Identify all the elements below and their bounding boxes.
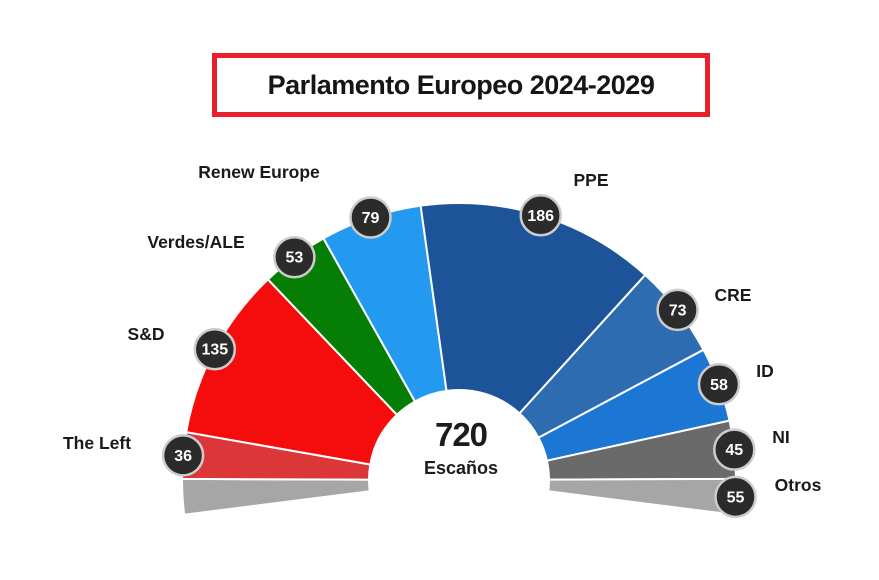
seat-badge-circle: [273, 235, 316, 279]
party-label-ni: NI: [772, 427, 790, 447]
seat-badge-circle: [713, 428, 756, 471]
seat-badge-number: 53: [286, 250, 304, 267]
seat-badge-ppe: 186: [519, 194, 562, 237]
wedge-otros-right-half: [547, 477, 738, 516]
seat-badge-number: 186: [527, 208, 554, 225]
seat-badge-cre: 73: [656, 288, 699, 332]
seat-badge-verdes-ale: 53: [273, 235, 316, 279]
seat-badge-circle: [519, 194, 562, 237]
wedge-s-d: [185, 278, 398, 466]
seat-badge-number: 79: [362, 210, 380, 227]
wedge-otros-left-half: [180, 477, 371, 516]
seat-badge-number: 45: [725, 442, 743, 459]
party-label-id: ID: [756, 361, 774, 381]
seat-badge-renew-europe: 79: [349, 196, 392, 239]
party-label-renew-europe: Renew Europe: [198, 162, 320, 182]
party-label-ppe: PPE: [573, 170, 608, 190]
total-seats-unit: Escaños: [423, 458, 499, 478]
seat-badge-number: 58: [710, 377, 728, 394]
title-box: Parlamento Europeo 2024-2029: [212, 53, 710, 117]
seat-badge-ni: 45: [713, 428, 756, 471]
seat-badge-number: 73: [669, 302, 687, 319]
seat-badge-number: 55: [727, 489, 745, 506]
seat-badge-circle: [714, 475, 757, 519]
seat-badge-circle: [193, 327, 237, 371]
wedge-ppe: [419, 202, 647, 415]
party-label-otros: Otros: [775, 475, 822, 495]
seat-badge-the-left: 36: [161, 434, 205, 477]
seat-badge-number: 36: [174, 448, 192, 465]
total-seats-value: 720: [434, 416, 488, 453]
party-label-the-left: The Left: [63, 433, 131, 453]
seat-badge-circle: [697, 363, 741, 406]
party-label-s-d: S&D: [128, 324, 165, 344]
seat-badge-circle: [161, 434, 205, 477]
seat-badge-id: 58: [697, 363, 741, 406]
seat-badge-circle: [656, 288, 699, 332]
seat-badge-circle: [349, 196, 392, 239]
seat-badge-s-d: 135: [193, 327, 237, 371]
party-label-cre: CRE: [715, 285, 752, 305]
seat-badge-otros: 55: [714, 475, 757, 519]
party-label-verdes-ale: Verdes/ALE: [147, 232, 244, 252]
page-title: Parlamento Europeo 2024-2029: [267, 69, 655, 100]
seat-badge-number: 135: [201, 342, 228, 359]
